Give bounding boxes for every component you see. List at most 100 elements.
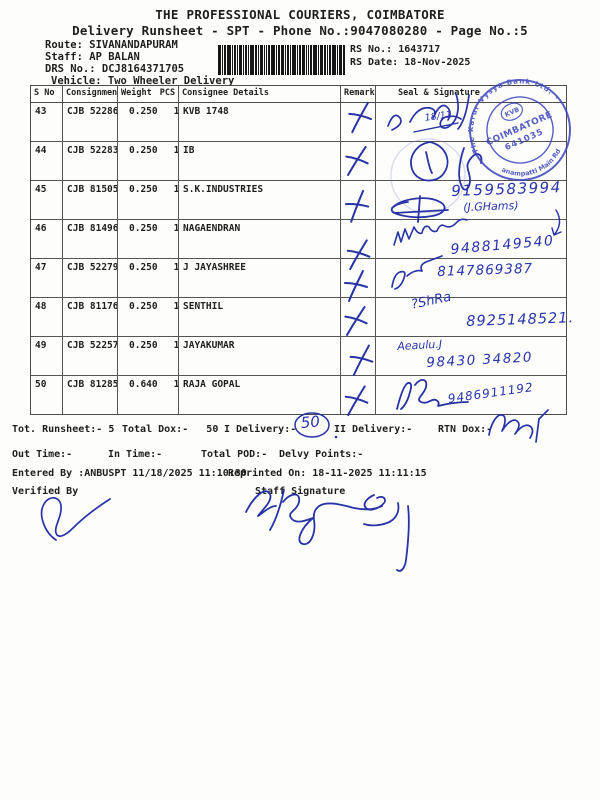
cell-pcs: 1 xyxy=(173,262,179,273)
cell-pcs: 1 xyxy=(173,340,179,351)
page-title: THE PROFESSIONAL COURIERS, COIMBATORE xyxy=(155,7,445,22)
handwritten-name: (J.GHams) xyxy=(463,199,519,214)
total-dox-text: Total Dox:- xyxy=(122,424,189,435)
verified-by-signature xyxy=(40,497,111,541)
cell-consignment: CJB 81505198 xyxy=(63,181,118,219)
handwritten-i-delivery: 50 xyxy=(300,412,321,432)
cell-remarks xyxy=(341,376,376,414)
barcode xyxy=(218,45,345,75)
reprinted-on: Reprinted On: 18-11-2025 11:11:15 xyxy=(228,468,427,479)
cell-remarks xyxy=(341,181,376,219)
handwritten-phone: 9159583994 xyxy=(451,178,562,200)
cell-s-no: 46 xyxy=(31,220,63,258)
cell-s-no: 45 xyxy=(31,181,63,219)
cell-seal xyxy=(376,103,566,141)
cell-remarks xyxy=(341,259,376,297)
cell-consignment: CJB 522792078 xyxy=(63,259,118,297)
cell-consignment: CJB 81285665 xyxy=(63,376,118,414)
total-dox-value: 50 xyxy=(206,424,219,435)
cell-consignee: S.K.INDUSTRIES xyxy=(179,181,341,219)
ink-dot xyxy=(334,435,338,439)
route-info-block: Route: SIVANANDAPURAM Staff: AP BALAN DR… xyxy=(45,39,234,87)
staff-label: Staff: xyxy=(45,51,83,63)
table-row: 43 CJB 522866925 0.250 1 KVB 1748 xyxy=(31,103,566,142)
header-consignee: Consignee Details xyxy=(179,86,341,102)
tot-runsheet-text: Tot. Runsheet:- xyxy=(12,424,103,435)
drs-label: DRS No.: xyxy=(45,63,96,75)
table-row: 46 CJB 81496122 0.250 1 NAGAENDRAN xyxy=(31,220,566,259)
cell-weight: 0.250 xyxy=(129,184,158,195)
header-seal: Seal & Signature xyxy=(398,88,480,98)
rs-date-label: RS Date: xyxy=(350,56,399,68)
cell-consignee: IB xyxy=(179,142,341,180)
cell-pcs: 1 xyxy=(173,106,179,117)
table-header-row: S No Consignment No Weight PCS Consignee … xyxy=(31,86,566,103)
vehicle-value: Two Wheeler Delivery xyxy=(107,75,235,87)
cell-remarks xyxy=(341,298,376,336)
out-time-label: Out Time:- xyxy=(12,449,73,460)
staff-signature-label: Staff Signature xyxy=(255,486,346,497)
cell-consignee: J JAYASHREE xyxy=(179,259,341,297)
header-weight: Weight xyxy=(121,88,152,98)
vehicle-line: Vehicle: Two Wheeler Delivery xyxy=(45,75,234,87)
cell-consignment: CJB 522838725 xyxy=(63,142,118,180)
cell-remarks xyxy=(341,220,376,258)
drs-line: DRS No.: DCJ8164371705 xyxy=(45,63,234,75)
cell-s-no: 47 xyxy=(31,259,63,297)
cell-weight: 0.250 xyxy=(129,106,158,117)
cell-consignee: NAGAENDRAN xyxy=(179,220,341,258)
route-line: Route: SIVANANDAPURAM xyxy=(45,39,234,51)
page-subtitle: Delivery Runsheet - SPT - Phone No.:9047… xyxy=(72,23,528,38)
header-pcs: PCS xyxy=(159,88,176,98)
handwritten-name: Aeaulu.J xyxy=(397,337,443,353)
cell-weight: 0.250 xyxy=(129,145,158,156)
rtn-dox-label: RTN Dox:- xyxy=(438,424,493,435)
cell-consignee: KVB 1748 xyxy=(179,103,341,141)
cell-s-no: 49 xyxy=(31,337,63,375)
cell-weight-pcs: 0.250 1 xyxy=(118,142,179,180)
table-row: 48 CJB 81176874 0.250 1 SENTHIL xyxy=(31,298,566,337)
cell-weight: 0.250 xyxy=(129,262,158,273)
cell-weight-pcs: 0.250 1 xyxy=(118,220,179,258)
cell-s-no: 44 xyxy=(31,142,63,180)
cell-s-no: 50 xyxy=(31,376,63,414)
cell-seal xyxy=(376,142,566,180)
table-row: 45 CJB 81505198 0.250 1 S.K.INDUSTRIES xyxy=(31,181,566,220)
rs-date-line: RS Date: 18-Nov-2025 xyxy=(350,57,470,70)
cell-pcs: 1 xyxy=(173,379,179,390)
cell-consignee: RAJA GOPAL xyxy=(179,376,341,414)
cell-consignee: SENTHIL xyxy=(179,298,341,336)
header-consignment: Consignment No xyxy=(63,86,118,102)
header-weight-pcs: Weight PCS xyxy=(118,86,179,102)
in-time-label: In Time:- xyxy=(108,449,163,460)
staff-signature xyxy=(245,489,410,572)
cell-weight: 0.250 xyxy=(129,301,158,312)
cell-consignee: JAYAKUMAR xyxy=(179,337,341,375)
table-row: 49 CJB 522570473 0.250 1 JAYAKUMAR xyxy=(31,337,566,376)
handwritten-phone: 8147869387 xyxy=(437,260,534,280)
cell-consignment: CJB 81496122 xyxy=(63,220,118,258)
table-row: 44 CJB 522838725 0.250 1 IB xyxy=(31,142,566,181)
total-pod-label: Total POD:- xyxy=(201,449,268,460)
cell-weight-pcs: 0.250 1 xyxy=(118,298,179,336)
cell-weight: 0.250 xyxy=(129,223,158,234)
cell-s-no: 48 xyxy=(31,298,63,336)
header-remarks: Remarks xyxy=(341,86,376,102)
entered-by: Entered By :ANBUSPT 11/18/2025 11:10:30 xyxy=(12,468,247,479)
cell-pcs: 1 xyxy=(173,223,179,234)
cell-pcs: 1 xyxy=(173,145,179,156)
rs-info-block: RS No.: 1643717 RS Date: 18-Nov-2025 xyxy=(350,44,470,69)
route-value: SIVANANDAPURAM xyxy=(89,39,178,51)
cell-consignment: CJB 522570473 xyxy=(63,337,118,375)
rs-no-label: RS No.: xyxy=(350,44,393,55)
ii-delivery-label: II Delivery:- xyxy=(334,424,413,435)
table-row: 50 CJB 81285665 0.640 1 RAJA GOPAL xyxy=(31,376,566,414)
cell-pcs: 1 xyxy=(173,184,179,195)
header-s-no: S No xyxy=(31,86,63,102)
cell-remarks xyxy=(341,337,376,375)
rs-no-value: 1643717 xyxy=(398,44,441,55)
cell-remarks xyxy=(341,142,376,180)
cell-weight: 0.640 xyxy=(129,379,158,390)
staff-value: AP BALAN xyxy=(89,51,140,63)
